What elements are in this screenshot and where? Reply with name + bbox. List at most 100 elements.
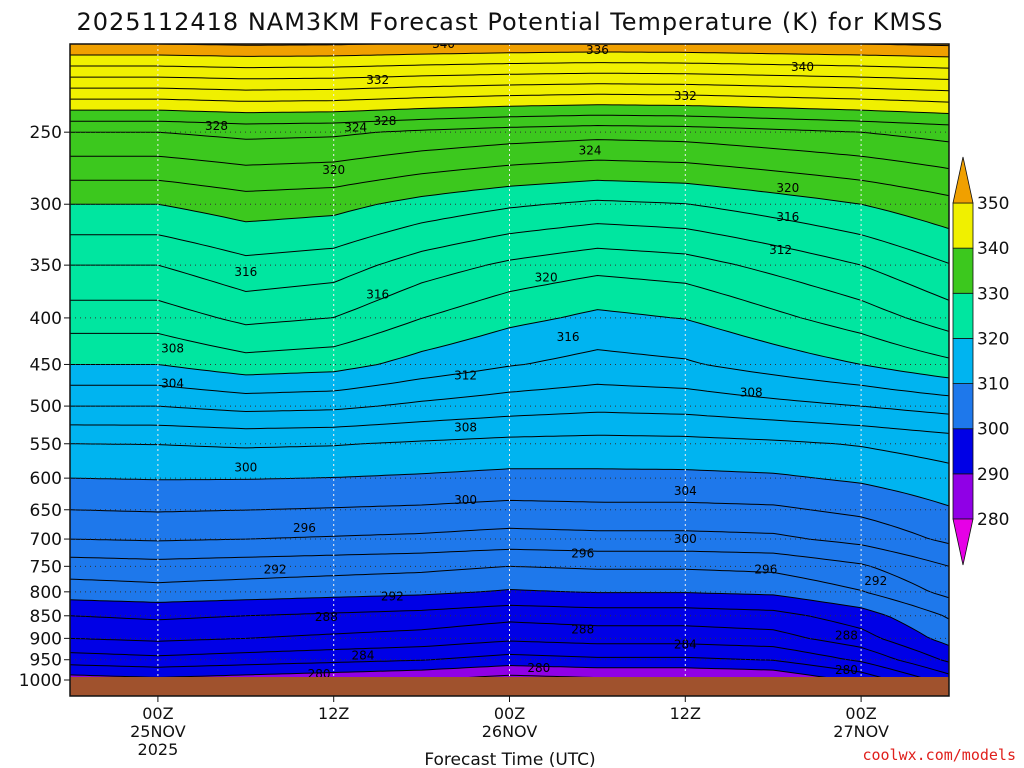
contour-306 (70, 383, 949, 415)
y-tick-label-700: 700 (30, 530, 62, 550)
contour-300 (70, 468, 949, 507)
contour-label-text: 316 (234, 265, 257, 279)
contour-308 (70, 349, 949, 397)
contour-label-29: 292 (264, 562, 287, 576)
contour-label-20: 308 (740, 385, 763, 399)
contour-label-18: 312 (454, 369, 477, 383)
contour-label-22: 300 (234, 460, 257, 474)
contour-286 (70, 621, 949, 675)
contour-label-13: 320 (535, 270, 558, 284)
contour-310 (70, 309, 949, 379)
contour-label-text: 324 (579, 144, 602, 158)
contour-label-text: 292 (381, 590, 404, 604)
y-tick-label-650: 650 (30, 501, 62, 521)
contour-label-text: 304 (161, 376, 184, 390)
contour-338 (70, 62, 949, 69)
x-tick-date-6: 25NOV (130, 722, 186, 741)
x-tick-label-6: 00Z (142, 704, 173, 723)
contour-label-text: 316 (366, 288, 389, 302)
contour-324 (70, 139, 949, 170)
colorbar-tick-350: 350 (977, 194, 1009, 214)
contour-label-text: 320 (776, 181, 799, 195)
contour-label-text: 316 (776, 210, 799, 224)
colorbar-swatch-310 (952, 338, 974, 384)
contour-label-33: 288 (571, 622, 594, 636)
contour-label-text: 308 (454, 421, 477, 435)
x-tick-date-30: 26NOV (482, 722, 538, 741)
contour-label-text: 316 (557, 330, 580, 344)
contour-label-30: 292 (864, 574, 887, 588)
colorbar-tick-310: 310 (977, 375, 1009, 395)
contour-label-12: 312 (769, 243, 792, 257)
contour-label-text: 336 (586, 43, 609, 57)
contour-label-text: 320 (535, 270, 558, 284)
contour-342 (70, 44, 949, 47)
contour-label-24: 300 (454, 493, 477, 507)
contour-label-6: 328 (205, 119, 228, 133)
contour-label-11: 316 (776, 210, 799, 224)
contour-label-26: 300 (674, 532, 697, 546)
y-tick-label-600: 600 (30, 469, 62, 489)
contour-label-2: 336 (586, 43, 609, 57)
contour-label-text: 280 (835, 663, 858, 677)
contour-label-text: 340 (791, 60, 814, 74)
colorbar-tick-320: 320 (977, 329, 1009, 349)
y-tick-label-450: 450 (30, 355, 62, 375)
colorbar-tick-290: 290 (977, 465, 1009, 485)
contour-label-text: 296 (293, 521, 316, 535)
contour-326 (70, 124, 949, 143)
contour-label-16: 316 (557, 330, 580, 344)
contour-labels: 340 332 336 340 332 328 328 324 324 320 320 316 312 3… (161, 37, 887, 681)
colorbar-legend: 280 290 300 310 320 330 340 350 (952, 156, 1009, 566)
y-tick-label-1000: 1000 (19, 671, 62, 691)
contour-label-23: 304 (674, 484, 697, 498)
colorbar-tick-340: 340 (977, 239, 1009, 259)
y-tick-label-300: 300 (30, 195, 62, 215)
contour-label-17: 308 (161, 341, 184, 355)
colorbar-swatch-340 (952, 202, 974, 249)
contour-label-text: 300 (454, 493, 477, 507)
contour-label-25: 296 (293, 521, 316, 535)
contour-label-text: 332 (366, 73, 389, 87)
y-tick-label-750: 750 (30, 557, 62, 577)
colorbar-swatch-330 (952, 247, 974, 294)
y-tick-label-850: 850 (30, 607, 62, 627)
contour-label-text: 320 (322, 163, 345, 177)
contour-label-28: 296 (754, 562, 777, 576)
contour-label-text: 340 (432, 37, 455, 51)
colorbar-swatch-300 (952, 383, 974, 430)
colorbar-tick-300: 300 (977, 420, 1009, 440)
contour-302 (70, 434, 949, 464)
colorbar-low-arrow (952, 518, 974, 566)
contour-label-37: 280 (527, 661, 550, 675)
contour-label-5: 328 (374, 114, 397, 128)
contour-label-text: 328 (374, 114, 397, 128)
contour-label-text: 308 (740, 385, 763, 399)
contour-340 (70, 51, 949, 58)
x-tick-date-54: 27NOV (833, 722, 889, 741)
contour-label-text: 284 (674, 637, 697, 651)
colorbar-swatch-280 (952, 473, 974, 520)
y-tick-label-900: 900 (30, 629, 62, 649)
x-tick-label-18: 12Z (318, 704, 349, 723)
contour-label-39: 280 (835, 663, 858, 677)
contour-330 (70, 104, 949, 114)
contour-label-7: 324 (344, 120, 367, 134)
contour-label-35: 284 (674, 637, 697, 651)
contour-label-34: 288 (835, 629, 858, 643)
contour-label-1: 332 (366, 73, 389, 87)
contour-label-text: 288 (571, 622, 594, 636)
contour-label-text: 308 (161, 341, 184, 355)
colorbar-swatch-290 (952, 428, 974, 475)
contour-label-19: 304 (161, 376, 184, 390)
contour-label-14: 316 (234, 265, 257, 279)
theta-contour-lines (70, 44, 949, 681)
contour-318 (70, 199, 949, 264)
contour-label-4: 332 (674, 89, 697, 103)
contour-label-text: 300 (234, 460, 257, 474)
contour-label-3: 340 (791, 60, 814, 74)
contour-label-text: 292 (864, 574, 887, 588)
plot-area: 340 332 336 340 332 328 328 324 324 320 320 316 312 3… (70, 37, 949, 696)
y-tick-label-350: 350 (30, 256, 62, 276)
contour-label-36: 284 (352, 649, 375, 663)
